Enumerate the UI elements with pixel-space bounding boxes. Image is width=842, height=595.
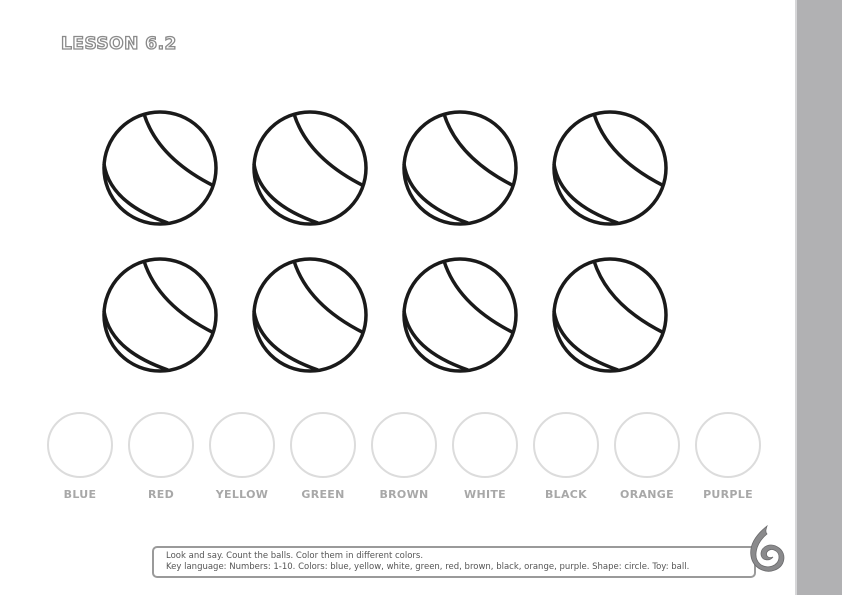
ball-icon — [402, 257, 518, 373]
ball-icon — [102, 110, 218, 226]
swatch-black[interactable]: BLACK — [530, 412, 602, 501]
color-circle[interactable] — [614, 412, 680, 478]
swatch-green[interactable]: GREEN — [287, 412, 359, 501]
ball-icon — [402, 110, 518, 226]
swatch-label: PURPLE — [703, 488, 753, 501]
ball-icon — [252, 257, 368, 373]
swatch-label: BLUE — [63, 488, 97, 501]
swatch-label: RED — [147, 488, 174, 501]
color-circle[interactable] — [452, 412, 518, 478]
color-swatches: BLUE RED YELLOW GREEN BROWN WHITE BLACK … — [44, 412, 774, 512]
ball-icon — [552, 257, 668, 373]
swatch-label: BLACK — [544, 488, 587, 501]
swirl-logo-icon — [750, 524, 785, 572]
swatch-label: ORANGE — [620, 488, 674, 501]
color-circle[interactable] — [290, 412, 356, 478]
swatch-yellow[interactable]: YELLOW — [206, 412, 278, 501]
key-language-text: Key language: Numbers: 1-10. Colors: blu… — [166, 562, 690, 572]
lesson-title: LESSON 6.2 — [60, 33, 177, 54]
ball-icon — [252, 110, 368, 226]
swatch-label: YELLOW — [215, 488, 269, 501]
ball-icon — [552, 110, 668, 226]
instruction-box: Look and say. Count the balls. Color the… — [152, 546, 756, 578]
color-circle[interactable] — [209, 412, 275, 478]
swatch-orange[interactable]: ORANGE — [611, 412, 683, 501]
swatch-label: BROWN — [379, 488, 429, 501]
color-circle[interactable] — [533, 412, 599, 478]
swatch-blue[interactable]: BLUE — [44, 412, 116, 501]
swatch-label: GREEN — [301, 488, 345, 501]
color-circle[interactable] — [695, 412, 761, 478]
swatch-purple[interactable]: PURPLE — [692, 412, 764, 501]
swatch-red[interactable]: RED — [125, 412, 197, 501]
swatch-white[interactable]: WHITE — [449, 412, 521, 501]
swatch-label: WHITE — [464, 488, 506, 501]
ball-icon — [102, 257, 218, 373]
color-circle[interactable] — [371, 412, 437, 478]
balls-grid — [100, 108, 680, 378]
page-edge-sidebar — [795, 0, 842, 595]
color-circle[interactable] — [47, 412, 113, 478]
color-circle[interactable] — [128, 412, 194, 478]
swatch-brown[interactable]: BROWN — [368, 412, 440, 501]
instruction-text: Look and say. Count the balls. Color the… — [166, 551, 424, 561]
